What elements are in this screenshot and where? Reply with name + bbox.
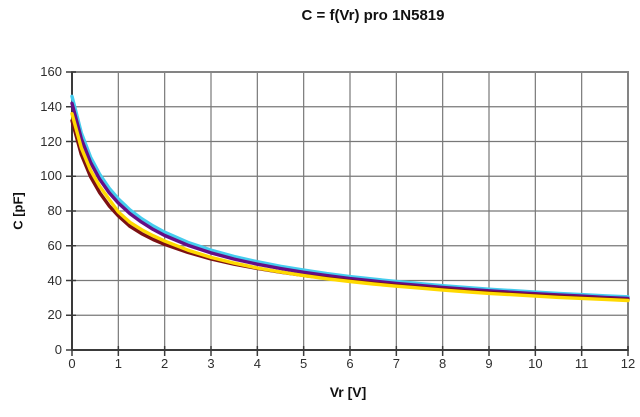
curve-sample-yellow	[70, 112, 630, 303]
y-tick-label-140: 140	[40, 98, 62, 114]
x-tick-label-2: 2	[161, 356, 169, 371]
y-tick-label-100: 100	[40, 168, 62, 184]
x-tick-label-4: 4	[253, 356, 261, 371]
y-tick-label-120: 120	[40, 133, 62, 149]
y-tick-label-60: 60	[47, 237, 62, 253]
chart-title: C = f(Vr) pro 1N5819	[301, 7, 445, 24]
y-tick-label-80: 80	[47, 203, 62, 218]
y-tick-label-160: 160	[40, 64, 62, 79]
x-tick-label-0: 0	[68, 356, 76, 371]
x-axis-title: Vr [V]	[329, 384, 367, 400]
x-tick-label-8: 8	[439, 356, 447, 371]
y-tick-label-0: 0	[54, 342, 62, 357]
x-tick-label-3: 3	[207, 356, 215, 371]
x-tick-label-12: 12	[620, 356, 636, 371]
y-tick-label-40: 40	[47, 272, 62, 288]
x-tick-label-5: 5	[300, 356, 308, 371]
x-tick-label-1: 1	[114, 356, 122, 371]
x-tick-label-11: 11	[574, 356, 589, 371]
x-tick-label-9: 9	[485, 356, 493, 371]
x-tick-label-10: 10	[528, 356, 543, 371]
x-tick-label-7: 7	[392, 356, 400, 371]
y-tick-label-20: 20	[47, 307, 62, 323]
x-tick-label-6: 6	[346, 356, 354, 371]
